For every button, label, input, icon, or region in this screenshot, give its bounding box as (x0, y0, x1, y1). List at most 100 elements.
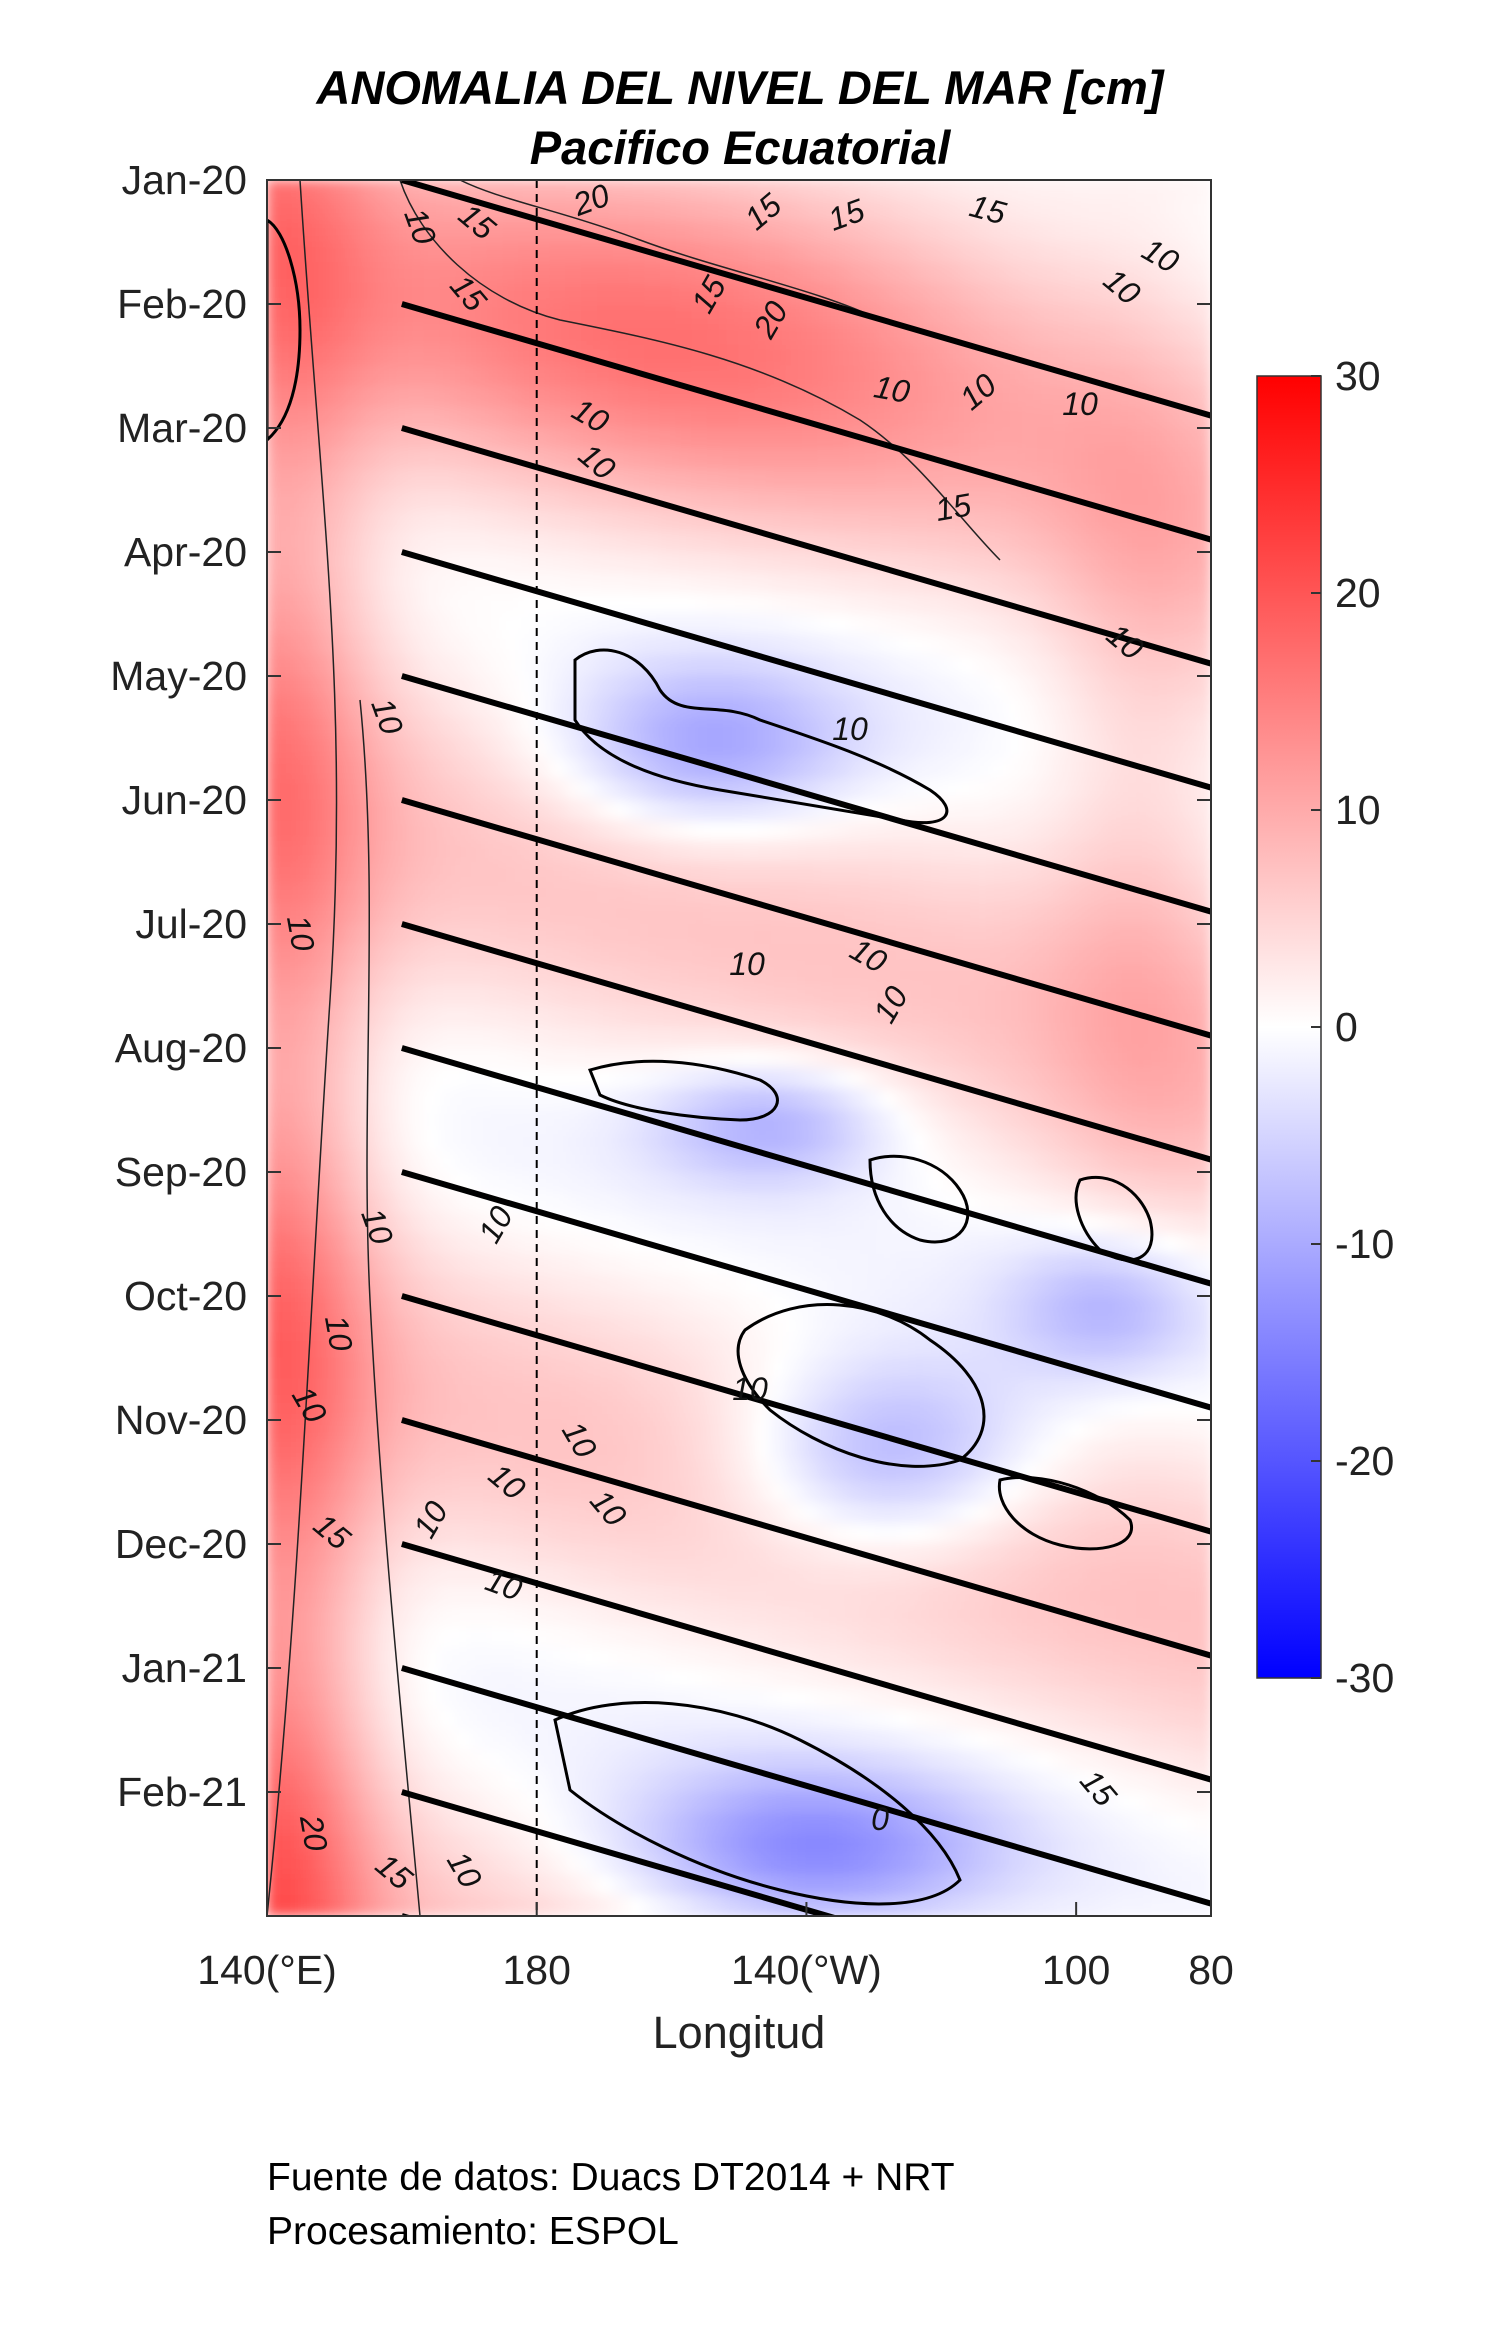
anomaly-cell (408, 1109, 425, 1132)
anomaly-cell (581, 448, 598, 470)
anomaly-cell (360, 448, 378, 470)
anomaly-cell (1131, 1584, 1149, 1607)
anomaly-cell (738, 840, 756, 863)
anomaly-cell (471, 737, 488, 760)
anomaly-cell (1053, 1750, 1070, 1772)
anomaly-cell (911, 406, 929, 429)
anomaly-cell (502, 386, 520, 408)
anomaly-cell (267, 1853, 284, 1876)
anomaly-cell (612, 964, 630, 987)
anomaly-cell (1194, 799, 1211, 822)
anomaly-cell (581, 1667, 598, 1690)
anomaly-cell (1100, 944, 1118, 966)
anomaly-cell (675, 1357, 693, 1380)
anomaly-cell (313, 1853, 331, 1876)
anomaly-cell (864, 716, 882, 739)
anomaly-cell (880, 1233, 897, 1256)
anomaly-cell (943, 1791, 960, 1814)
anomaly-cell (990, 1295, 1007, 1318)
anomaly-cell (864, 820, 882, 842)
anomaly-cell (801, 820, 819, 842)
anomaly-cell (376, 1088, 394, 1111)
anomaly-cell (832, 1894, 850, 1916)
anomaly-cell (927, 1708, 945, 1731)
anomaly-cell (691, 180, 709, 202)
anomaly-cell (345, 406, 362, 429)
anomaly-cell (675, 1626, 693, 1648)
anomaly-cell (345, 1770, 362, 1793)
anomaly-cell (1116, 365, 1133, 388)
anomaly-cell (267, 1708, 284, 1731)
anomaly-cell (864, 1006, 882, 1028)
anomaly-cell (345, 1026, 362, 1049)
anomaly-cell (267, 799, 284, 822)
anomaly-cell (1131, 654, 1149, 677)
anomaly-cell (801, 1171, 819, 1194)
anomaly-cell (392, 1378, 410, 1400)
anomaly-cell (596, 180, 614, 202)
anomaly-cell (596, 489, 614, 512)
anomaly-cell (785, 572, 803, 594)
anomaly-cell (1100, 1398, 1118, 1421)
anomaly-cell (471, 1791, 488, 1814)
anomaly-cell (455, 634, 473, 656)
anomaly-cell (1147, 344, 1165, 367)
anomaly-cell (864, 1378, 882, 1400)
anomaly-cell (628, 180, 646, 202)
anomaly-cell (707, 840, 724, 863)
anomaly-cell (1163, 1729, 1181, 1752)
anomaly-cell (345, 696, 362, 718)
anomaly-cell (455, 1729, 473, 1752)
anomaly-cell (1084, 964, 1102, 987)
anomaly-cell (1005, 1068, 1023, 1090)
anomaly-cell (1100, 344, 1118, 367)
anomaly-cell (1084, 592, 1102, 615)
anomaly-cell (628, 840, 646, 863)
anomaly-cell (1005, 1274, 1023, 1297)
anomaly-cell (864, 1150, 882, 1173)
anomaly-cell (1053, 1047, 1070, 1070)
anomaly-cell (1084, 1667, 1102, 1690)
anomaly-cell (911, 1832, 929, 1855)
anomaly-cell (1068, 758, 1086, 780)
anomaly-cell (864, 1626, 882, 1648)
anomaly-cell (659, 634, 677, 656)
anomaly-cell (817, 1068, 834, 1090)
anomaly-cell (581, 758, 598, 780)
anomaly-cell (581, 799, 598, 822)
anomaly-cell (974, 551, 992, 574)
anomaly-cell (1068, 675, 1086, 698)
anomaly-cell (1037, 696, 1055, 718)
anomaly-cell (1100, 1832, 1118, 1855)
anomaly-cell (502, 861, 520, 884)
anomaly-cell (1147, 1336, 1165, 1359)
anomaly-cell (1147, 964, 1165, 987)
anomaly-cell (785, 1212, 803, 1235)
anomaly-cell (612, 799, 630, 822)
anomaly-cell (596, 241, 614, 264)
anomaly-cell (1084, 386, 1102, 408)
anomaly-cell (471, 1378, 488, 1400)
anomaly-cell (1179, 820, 1196, 842)
anomaly-cell (423, 1316, 441, 1338)
anomaly-cell (1053, 1212, 1070, 1235)
anomaly-cell (518, 365, 535, 388)
anomaly-cell (880, 1068, 897, 1090)
anomaly-cell (911, 551, 929, 574)
anomaly-cell (1116, 592, 1133, 615)
anomaly-cell (596, 1502, 614, 1524)
anomaly-cell (612, 1378, 630, 1400)
anomaly-cell (282, 448, 299, 470)
anomaly-cell (943, 241, 960, 264)
anomaly-cell (1053, 1522, 1070, 1545)
anomaly-cell (1053, 262, 1070, 284)
anomaly-cell (817, 1667, 834, 1690)
anomaly-cell (817, 1192, 834, 1214)
anomaly-cell (895, 220, 913, 243)
anomaly-cell (1037, 344, 1055, 367)
anomaly-cell (313, 1254, 331, 1276)
anomaly-cell (1163, 1564, 1181, 1586)
anomaly-cell (486, 262, 504, 284)
anomaly-cell (1147, 180, 1165, 202)
anomaly-cell (267, 902, 284, 925)
